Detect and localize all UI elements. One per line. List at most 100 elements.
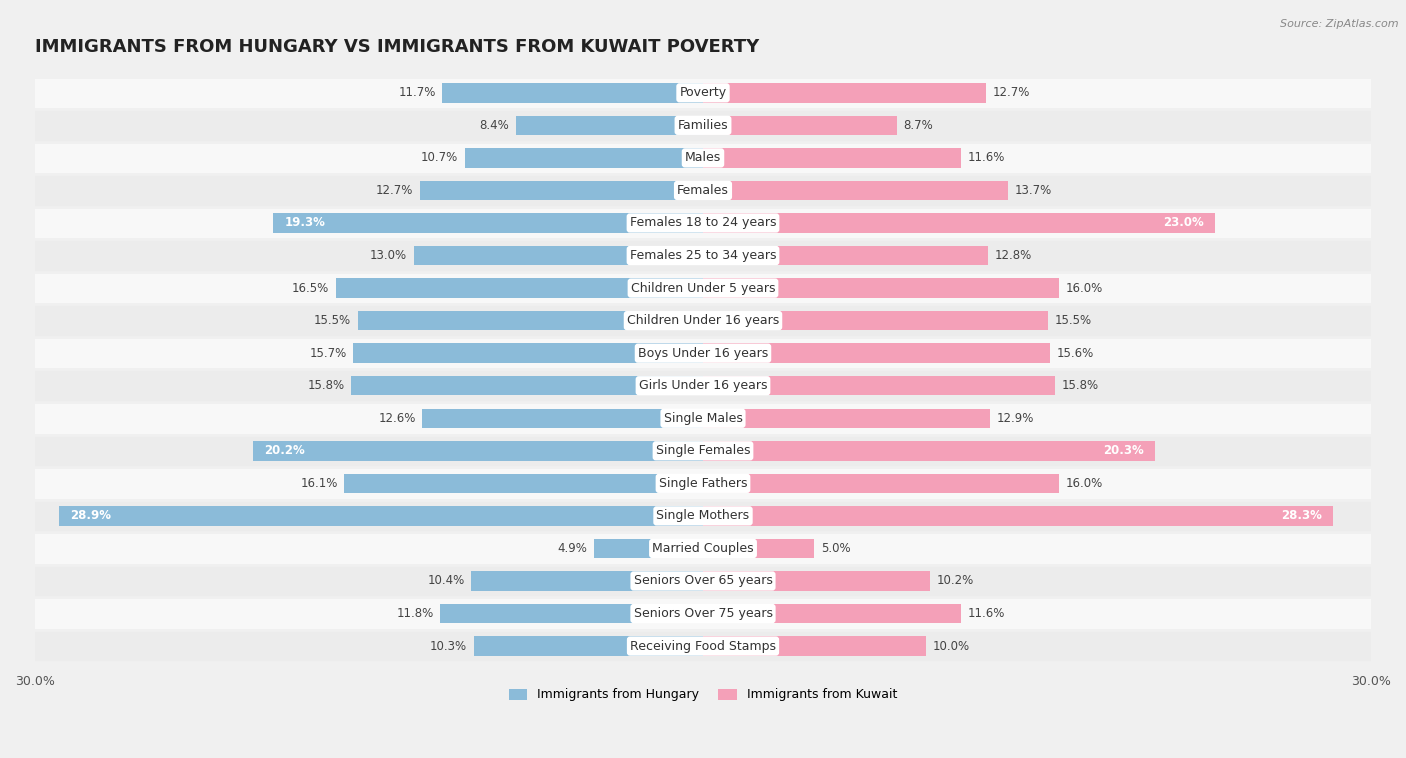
Text: 4.9%: 4.9% — [557, 542, 588, 555]
Text: 20.3%: 20.3% — [1104, 444, 1144, 457]
Text: Children Under 5 years: Children Under 5 years — [631, 281, 775, 295]
Bar — [440, 604, 703, 623]
Bar — [35, 500, 1371, 532]
Bar — [703, 506, 1333, 525]
Bar — [35, 240, 1371, 272]
Bar — [703, 311, 1047, 330]
Text: Females: Females — [678, 184, 728, 197]
Text: 15.5%: 15.5% — [1054, 314, 1092, 327]
Bar — [35, 77, 1371, 109]
Text: 12.7%: 12.7% — [993, 86, 1029, 99]
Bar — [703, 636, 925, 656]
Bar — [273, 213, 703, 233]
Bar — [703, 278, 1059, 298]
Bar — [593, 539, 703, 558]
Text: Receiving Food Stamps: Receiving Food Stamps — [630, 640, 776, 653]
Bar — [413, 246, 703, 265]
Text: Single Fathers: Single Fathers — [659, 477, 747, 490]
Bar — [703, 409, 990, 428]
Bar — [35, 207, 1371, 240]
Text: Females 18 to 24 years: Females 18 to 24 years — [630, 217, 776, 230]
Text: Boys Under 16 years: Boys Under 16 years — [638, 346, 768, 360]
Text: 11.6%: 11.6% — [967, 152, 1005, 164]
Text: 10.3%: 10.3% — [430, 640, 467, 653]
Bar — [443, 83, 703, 102]
Bar — [471, 572, 703, 590]
Bar — [422, 409, 703, 428]
Bar — [703, 343, 1050, 363]
Bar — [35, 305, 1371, 337]
Bar — [703, 604, 962, 623]
Bar — [703, 441, 1156, 461]
Text: 5.0%: 5.0% — [821, 542, 851, 555]
Text: Seniors Over 75 years: Seniors Over 75 years — [634, 607, 772, 620]
Text: 12.7%: 12.7% — [377, 184, 413, 197]
Bar — [703, 83, 986, 102]
Text: 8.7%: 8.7% — [904, 119, 934, 132]
Bar — [703, 213, 1215, 233]
Text: Single Males: Single Males — [664, 412, 742, 424]
Bar — [359, 311, 703, 330]
Bar — [35, 402, 1371, 434]
Bar — [35, 272, 1371, 305]
Bar — [352, 376, 703, 396]
Text: 15.8%: 15.8% — [308, 379, 344, 392]
Text: 11.7%: 11.7% — [398, 86, 436, 99]
Text: Males: Males — [685, 152, 721, 164]
Bar — [35, 142, 1371, 174]
Bar — [35, 369, 1371, 402]
Text: 16.5%: 16.5% — [291, 281, 329, 295]
Bar — [35, 565, 1371, 597]
Bar — [420, 180, 703, 200]
Text: 12.9%: 12.9% — [997, 412, 1035, 424]
Text: 15.5%: 15.5% — [314, 314, 352, 327]
Bar — [703, 474, 1059, 493]
Text: Source: ZipAtlas.com: Source: ZipAtlas.com — [1281, 19, 1399, 29]
Bar — [703, 376, 1054, 396]
Bar — [336, 278, 703, 298]
Text: 15.7%: 15.7% — [309, 346, 347, 360]
Text: 15.6%: 15.6% — [1057, 346, 1094, 360]
Bar — [35, 434, 1371, 467]
Text: Seniors Over 65 years: Seniors Over 65 years — [634, 575, 772, 587]
Bar — [253, 441, 703, 461]
Text: 11.6%: 11.6% — [967, 607, 1005, 620]
Text: 13.0%: 13.0% — [370, 249, 406, 262]
Bar — [344, 474, 703, 493]
Bar — [35, 532, 1371, 565]
Text: 15.8%: 15.8% — [1062, 379, 1098, 392]
Bar — [703, 572, 931, 590]
Text: Married Couples: Married Couples — [652, 542, 754, 555]
Legend: Immigrants from Hungary, Immigrants from Kuwait: Immigrants from Hungary, Immigrants from… — [503, 684, 903, 706]
Text: Families: Families — [678, 119, 728, 132]
Text: 16.0%: 16.0% — [1066, 281, 1104, 295]
Text: Females 25 to 34 years: Females 25 to 34 years — [630, 249, 776, 262]
Text: 23.0%: 23.0% — [1163, 217, 1204, 230]
Bar — [35, 630, 1371, 662]
Text: 20.2%: 20.2% — [264, 444, 305, 457]
Bar — [35, 467, 1371, 500]
Text: Single Mothers: Single Mothers — [657, 509, 749, 522]
Text: 28.9%: 28.9% — [70, 509, 111, 522]
Bar — [59, 506, 703, 525]
Text: 11.8%: 11.8% — [396, 607, 433, 620]
Text: Girls Under 16 years: Girls Under 16 years — [638, 379, 768, 392]
Bar — [35, 109, 1371, 142]
Bar — [474, 636, 703, 656]
Bar — [353, 343, 703, 363]
Text: 28.3%: 28.3% — [1281, 509, 1322, 522]
Text: Poverty: Poverty — [679, 86, 727, 99]
Bar — [703, 246, 988, 265]
Bar — [516, 116, 703, 135]
Bar — [703, 116, 897, 135]
Text: 8.4%: 8.4% — [479, 119, 509, 132]
Text: Single Females: Single Females — [655, 444, 751, 457]
Text: 10.0%: 10.0% — [932, 640, 970, 653]
Text: 19.3%: 19.3% — [284, 217, 325, 230]
Text: 12.8%: 12.8% — [994, 249, 1032, 262]
Text: 16.0%: 16.0% — [1066, 477, 1104, 490]
Bar — [703, 180, 1008, 200]
Bar — [703, 539, 814, 558]
Text: IMMIGRANTS FROM HUNGARY VS IMMIGRANTS FROM KUWAIT POVERTY: IMMIGRANTS FROM HUNGARY VS IMMIGRANTS FR… — [35, 38, 759, 56]
Bar — [35, 337, 1371, 369]
